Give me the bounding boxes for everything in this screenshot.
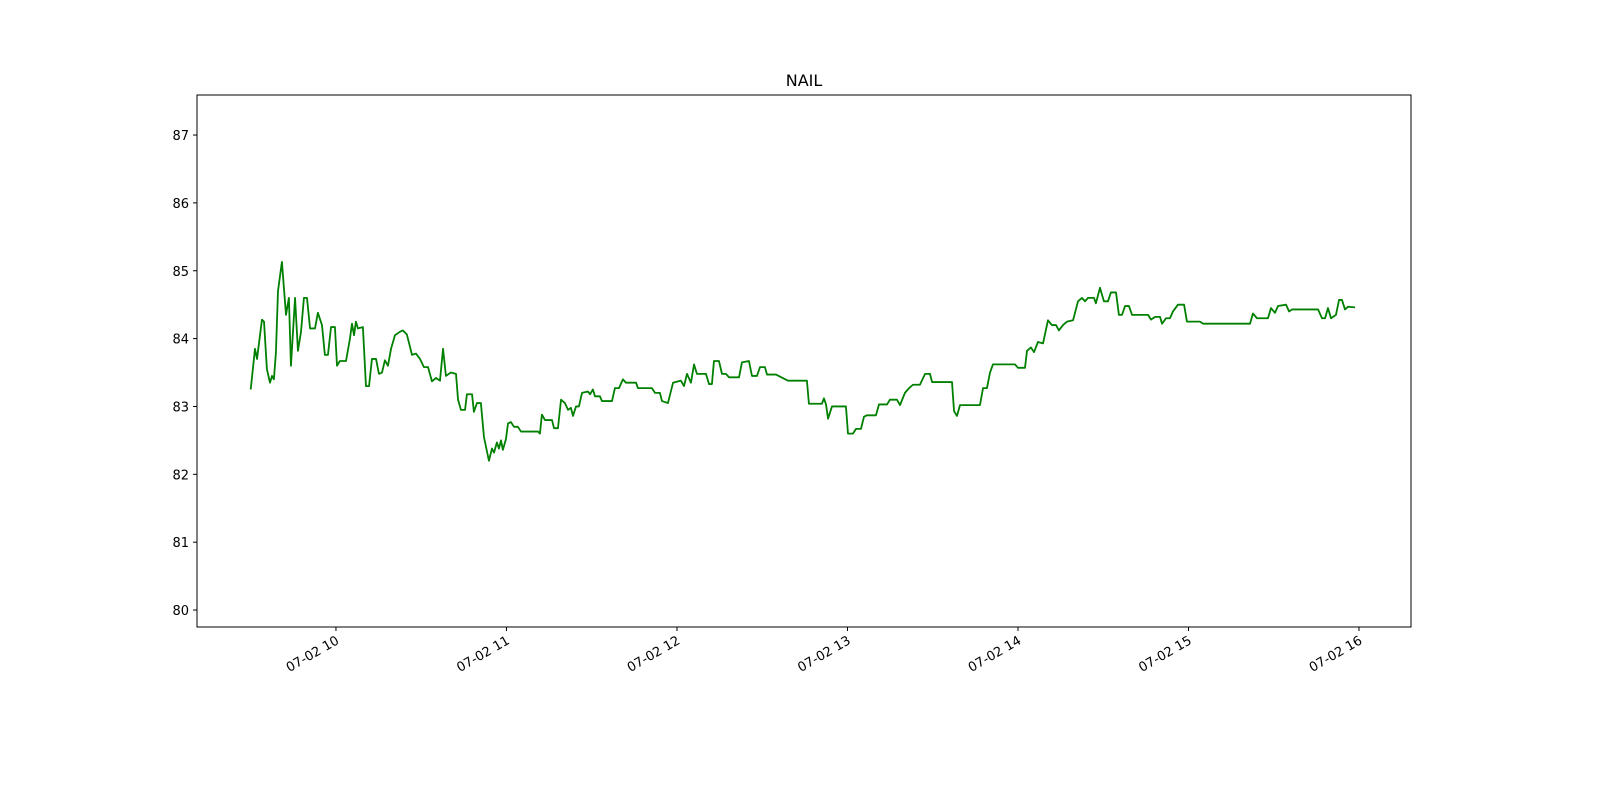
price-line [249,261,1356,462]
y-tick-label: 85 [172,265,189,280]
y-tick-label: 83 [172,400,189,415]
chart-title: NAIL [786,71,823,90]
y-tick-label: 84 [172,333,189,348]
y-tick-label: 86 [172,197,189,212]
y-tick-label: 80 [172,604,189,619]
y-tick-label: 81 [172,536,189,551]
y-tick-label: 82 [172,468,189,483]
plot-frame [196,94,1412,628]
y-tick-label: 87 [172,129,189,144]
